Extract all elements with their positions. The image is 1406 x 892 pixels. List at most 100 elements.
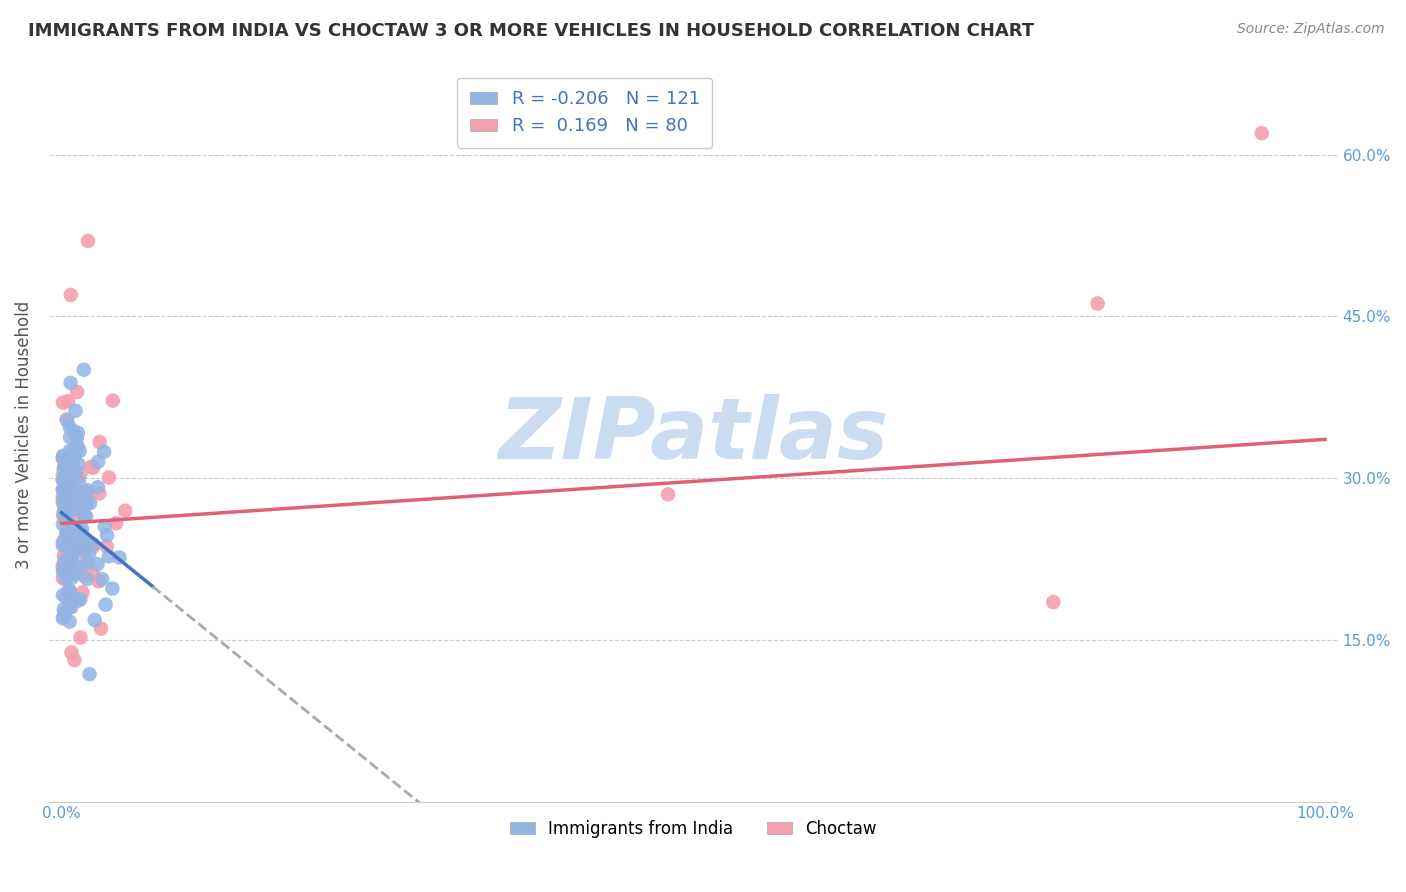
- Text: ZIPatlas: ZIPatlas: [498, 393, 889, 476]
- Point: [67, 475, 90, 489]
- Point: [65, 404, 87, 418]
- Point: [52, 610, 75, 624]
- Y-axis label: 3 or more Vehicles in Household: 3 or more Vehicles in Household: [15, 301, 32, 569]
- Point: [52, 490, 75, 504]
- Point: [72, 536, 94, 550]
- Point: [52, 483, 75, 497]
- Point: [67, 486, 90, 500]
- Point: [66, 593, 89, 607]
- Point: [1042, 595, 1064, 609]
- Point: [60, 491, 83, 506]
- Point: [87, 455, 110, 469]
- Point: [52, 462, 75, 476]
- Point: [75, 509, 97, 524]
- Point: [58, 483, 80, 497]
- Point: [59, 458, 82, 473]
- Point: [70, 522, 93, 536]
- Point: [1087, 296, 1109, 310]
- Point: [55, 562, 77, 576]
- Point: [114, 504, 136, 518]
- Point: [60, 503, 83, 517]
- Point: [52, 451, 75, 466]
- Point: [67, 458, 90, 472]
- Point: [59, 376, 82, 390]
- Point: [58, 458, 80, 473]
- Point: [59, 288, 82, 302]
- Point: [67, 501, 90, 516]
- Point: [52, 611, 75, 625]
- Text: IMMIGRANTS FROM INDIA VS CHOCTAW 3 OR MORE VEHICLES IN HOUSEHOLD CORRELATION CHA: IMMIGRANTS FROM INDIA VS CHOCTAW 3 OR MO…: [28, 22, 1035, 40]
- Point: [55, 525, 77, 540]
- Point: [52, 482, 75, 496]
- Point: [66, 384, 89, 399]
- Point: [67, 561, 90, 575]
- Point: [62, 458, 84, 473]
- Point: [59, 420, 82, 434]
- Point: [59, 504, 82, 518]
- Point: [59, 430, 82, 444]
- Point: [62, 528, 84, 542]
- Point: [72, 542, 94, 557]
- Point: [58, 537, 80, 551]
- Point: [60, 560, 83, 574]
- Point: [108, 550, 131, 565]
- Point: [60, 595, 83, 609]
- Point: [55, 491, 77, 506]
- Point: [52, 517, 75, 532]
- Point: [60, 518, 83, 533]
- Point: [101, 582, 124, 596]
- Point: [66, 534, 89, 549]
- Point: [65, 536, 87, 550]
- Point: [76, 483, 98, 498]
- Point: [60, 454, 83, 468]
- Point: [101, 393, 124, 408]
- Point: [60, 446, 83, 460]
- Point: [52, 395, 75, 409]
- Point: [53, 483, 76, 498]
- Point: [55, 548, 77, 562]
- Point: [52, 559, 75, 574]
- Point: [53, 498, 76, 512]
- Point: [93, 519, 115, 533]
- Point: [89, 435, 111, 450]
- Point: [69, 592, 91, 607]
- Point: [62, 424, 84, 438]
- Point: [82, 537, 104, 551]
- Point: [53, 459, 76, 474]
- Point: [60, 553, 83, 567]
- Point: [59, 615, 82, 629]
- Point: [52, 449, 75, 463]
- Point: [63, 536, 86, 550]
- Point: [75, 497, 97, 511]
- Point: [93, 445, 115, 459]
- Point: [52, 468, 75, 483]
- Point: [53, 485, 76, 500]
- Point: [96, 528, 118, 542]
- Point: [55, 497, 77, 511]
- Point: [53, 499, 76, 513]
- Point: [53, 564, 76, 578]
- Point: [55, 555, 77, 569]
- Point: [62, 540, 84, 554]
- Point: [97, 549, 120, 564]
- Point: [58, 547, 80, 561]
- Legend: Immigrants from India, Choctaw: Immigrants from India, Choctaw: [503, 814, 883, 845]
- Point: [55, 536, 77, 550]
- Point: [56, 526, 79, 541]
- Point: [67, 512, 90, 526]
- Point: [62, 482, 84, 496]
- Point: [75, 485, 97, 500]
- Point: [55, 504, 77, 518]
- Point: [56, 467, 79, 481]
- Point: [73, 538, 96, 552]
- Point: [60, 600, 83, 615]
- Point: [87, 480, 110, 494]
- Point: [53, 458, 76, 472]
- Point: [1250, 126, 1272, 140]
- Point: [60, 571, 83, 585]
- Point: [58, 562, 80, 576]
- Point: [66, 425, 89, 440]
- Point: [65, 494, 87, 508]
- Point: [67, 538, 90, 552]
- Point: [80, 459, 103, 474]
